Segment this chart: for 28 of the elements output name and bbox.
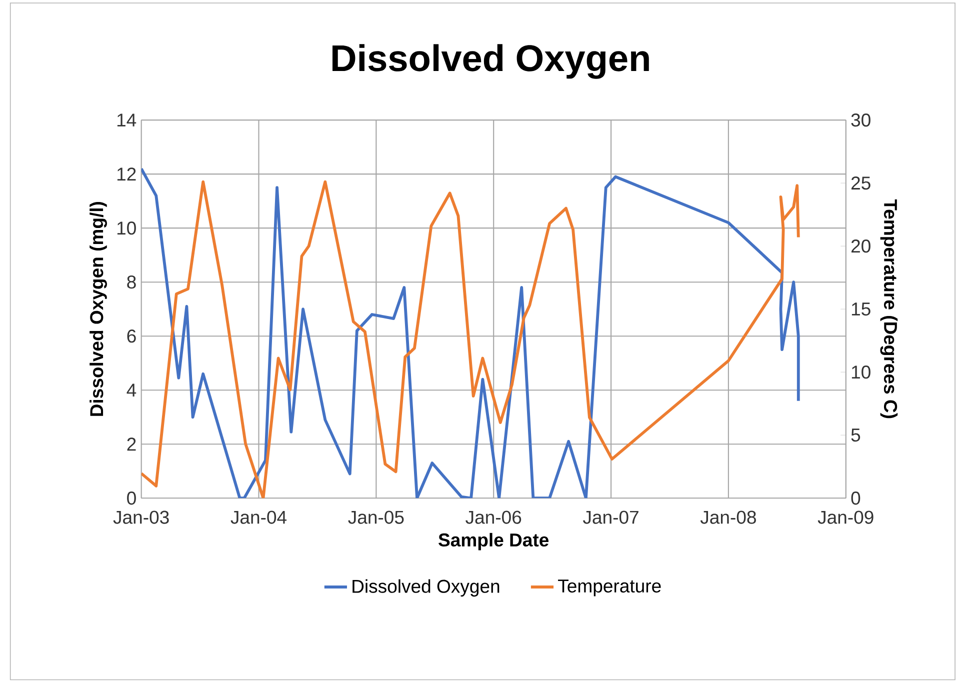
x-tick-label: Jan-07 [582,510,638,524]
y-tick-label: 12 [117,168,136,181]
x-tick-label: Jan-04 [230,510,287,524]
y2-tick-label: 0 [851,492,860,505]
y2-tick-label: 30 [851,114,870,127]
y-tick-label: 2 [127,438,136,451]
y-tick-label: 0 [127,492,136,505]
y2-tick-label: 15 [852,302,870,316]
y2-tick-label: 20 [851,240,870,253]
y-tick-label: 10 [117,222,136,235]
y-axis-title: Dissolved Oxygen (mg/l) [90,202,107,416]
y-tick-label: 4 [126,384,136,397]
legend-label: Dissolved Oxygen [352,579,500,597]
y-tick-label: 6 [127,330,136,343]
y2-tick-label: 5 [851,428,860,442]
legend-label: Temperature [558,580,661,596]
y2-axis-title: Temperature (Degrees C) [880,199,898,418]
x-tick-label: Jan-09 [818,510,874,524]
x-tick-label: Jan-03 [113,510,169,524]
x-tick-label: Jan-06 [466,510,522,524]
x-tick-label: Jan-05 [348,510,404,524]
chart-title: Dissolved Oxygen [332,44,649,79]
x-axis-title: Sample Date [438,533,549,550]
y-tick-label: 14 [117,114,136,127]
y2-tick-label: 25 [851,176,870,190]
y2-tick-label: 10 [852,366,870,379]
x-tick-label: Jan-08 [700,510,756,524]
y-tick-label: 8 [127,276,136,289]
